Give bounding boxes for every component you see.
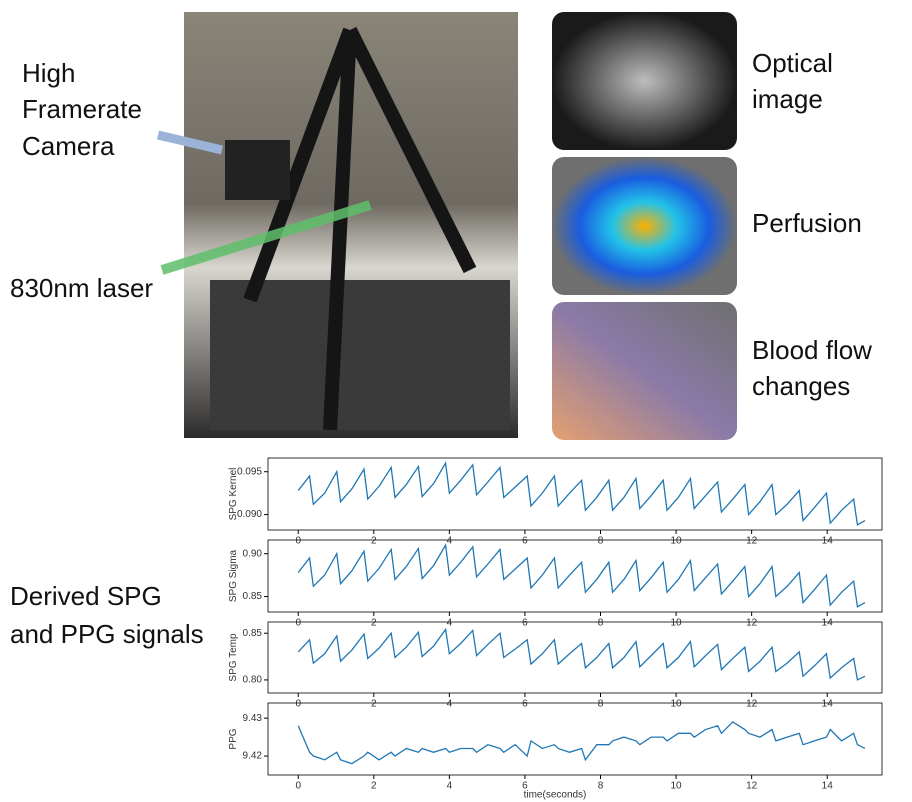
optical-label: image [752, 84, 823, 114]
y-axis-label: SPG Temp [228, 633, 239, 682]
x-tick-label: 8 [598, 536, 604, 547]
plot-frame [267, 457, 883, 531]
camera-label: Framerate [22, 94, 142, 124]
signal-line [297, 461, 866, 526]
y-axis-label: PPG [228, 728, 239, 749]
x-tick-label: 10 [671, 781, 683, 792]
x-tick-label: 12 [746, 781, 758, 792]
y-tick-label: 0.80 [243, 675, 263, 686]
x-tick-label: 6 [522, 618, 528, 629]
x-tick-label: 6 [522, 781, 528, 792]
plot-frame [267, 621, 883, 694]
x-tick-label: 12 [746, 699, 758, 710]
y-tick-label: 0.90 [243, 548, 263, 559]
y-tick-label: 9.42 [243, 751, 263, 762]
x-tick-label: 12 [746, 618, 758, 629]
optical-image [552, 12, 737, 150]
blood-flow-label: changes [752, 371, 850, 401]
x-tick-label: 4 [447, 536, 453, 547]
x-tick-label: 8 [598, 699, 604, 710]
x-tick-label: 6 [522, 536, 528, 547]
y-axis-label: SPG Sigma [228, 549, 239, 602]
x-tick-label: 2 [371, 699, 377, 710]
y-tick-label: 0.85 [243, 628, 263, 639]
x-tick-label: 14 [822, 618, 834, 629]
camera-label: Camera [22, 131, 115, 161]
x-tick-label: 0 [295, 699, 301, 710]
x-tick-label: 4 [447, 618, 453, 629]
x-tick-label: 14 [822, 536, 834, 547]
laser-label: 830nm laser [10, 273, 153, 303]
x-tick-label: 14 [822, 699, 834, 710]
x-tick-label: 2 [371, 536, 377, 547]
y-axis-label: SPG Kernel [228, 468, 239, 521]
camera-arrow [156, 130, 224, 155]
camera-body [225, 140, 290, 200]
x-tick-label: 2 [371, 781, 377, 792]
signal-line [297, 627, 866, 681]
y-tick-label: 0.85 [243, 591, 263, 602]
x-tick-label: 6 [522, 699, 528, 710]
x-tick-label: 10 [671, 536, 683, 547]
x-tick-label: 2 [371, 618, 377, 629]
photo [156, 12, 518, 438]
blood-flow-image [552, 302, 737, 440]
camera-label: High [22, 58, 75, 88]
y-tick-label: 9.43 [243, 713, 263, 724]
y-tick-label: 0.090 [237, 509, 262, 520]
x-tick-label: 8 [598, 618, 604, 629]
signal-line [297, 721, 866, 765]
laser-beam [160, 200, 372, 275]
tripod [243, 26, 477, 431]
derived-label: Derived SPG [10, 581, 162, 611]
x-tick-label: 0 [295, 618, 301, 629]
derived-label: and PPG signals [10, 619, 204, 649]
perfusion-label: Perfusion [752, 208, 862, 238]
plot-frame [267, 539, 883, 613]
x-tick-label: 14 [822, 781, 834, 792]
x-tick-label: 10 [671, 618, 683, 629]
optical-label: Optical [752, 48, 833, 78]
x-axis-label: time(seconds) [524, 790, 587, 801]
foam-pad [210, 280, 510, 430]
y-tick-label: 0.095 [237, 466, 262, 477]
x-tick-label: 4 [447, 781, 453, 792]
blood-flow-label: Blood flow [752, 335, 872, 365]
x-tick-label: 0 [295, 536, 301, 547]
x-tick-label: 8 [598, 781, 604, 792]
signal-line [297, 543, 866, 608]
perfusion-image [552, 157, 737, 295]
x-tick-label: 4 [447, 699, 453, 710]
plot-frame [267, 702, 883, 776]
x-tick-label: 12 [746, 536, 758, 547]
x-tick-label: 0 [295, 781, 301, 792]
x-tick-label: 10 [671, 699, 683, 710]
